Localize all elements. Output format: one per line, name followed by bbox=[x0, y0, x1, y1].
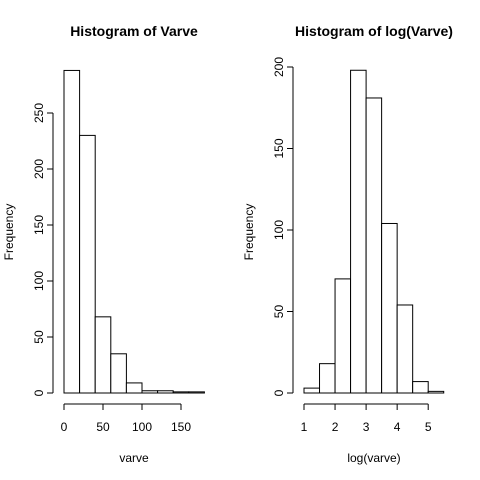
y-tick-label: 150 bbox=[272, 138, 286, 158]
histogram-bar bbox=[365, 97, 383, 394]
y-axis-label: Frequency bbox=[242, 204, 256, 261]
y-axis-label: Frequency bbox=[2, 204, 16, 261]
histogram-bar bbox=[319, 363, 336, 394]
histogram-bar bbox=[141, 390, 159, 394]
histogram-varve-panel: Histogram of Varve varve Frequency 0 50 10… bbox=[2, 23, 205, 465]
histogram-bar bbox=[125, 382, 143, 394]
x-tick-label: 5 bbox=[425, 420, 432, 434]
histogram-bar bbox=[334, 278, 352, 394]
x-tick-label: 4 bbox=[394, 420, 401, 434]
histogram-bar bbox=[412, 381, 429, 394]
histogram-bar bbox=[110, 353, 127, 394]
x-tick-label: 100 bbox=[132, 420, 152, 434]
x-axis-label: varve bbox=[119, 451, 149, 465]
y-tick-label: 50 bbox=[32, 330, 46, 344]
histogram-bar bbox=[396, 304, 414, 394]
histogram-bar bbox=[63, 69, 81, 394]
histogram-bar bbox=[427, 390, 445, 394]
x-tick-label: 150 bbox=[171, 420, 191, 434]
chart-title: Histogram of Varve bbox=[70, 23, 198, 39]
histogram-log-varve-panel: Histogram of log(Varve) log(varve) Frequ… bbox=[242, 23, 453, 465]
x-tick-label: 3 bbox=[363, 420, 370, 434]
y-tick-label: 50 bbox=[272, 305, 286, 319]
y-tick-label: 100 bbox=[272, 220, 286, 240]
x-tick-label: 1 bbox=[301, 420, 308, 434]
x-tick-label: 2 bbox=[332, 420, 339, 434]
histogram-bar bbox=[157, 390, 174, 394]
y-tick-label: 250 bbox=[32, 103, 46, 123]
histogram-bar bbox=[350, 69, 367, 394]
x-tick-label: 50 bbox=[96, 420, 110, 434]
x-tick-label: 0 bbox=[61, 420, 68, 434]
histogram-bar bbox=[188, 391, 205, 394]
histogram-bar bbox=[94, 316, 112, 394]
y-tick-label: 150 bbox=[32, 215, 46, 235]
histogram-bar bbox=[172, 391, 190, 394]
histogram-bar bbox=[303, 387, 321, 394]
histogram-bar bbox=[79, 134, 96, 394]
y-tick-label: 200 bbox=[272, 57, 286, 77]
y-tick-label: 100 bbox=[32, 271, 46, 291]
y-tick-label: 0 bbox=[32, 389, 46, 396]
y-tick-label: 200 bbox=[32, 159, 46, 179]
histogram-bar bbox=[381, 222, 398, 394]
x-axis-label: log(varve) bbox=[347, 451, 400, 465]
chart-title: Histogram of log(Varve) bbox=[295, 23, 453, 39]
y-tick-label: 0 bbox=[272, 389, 286, 396]
